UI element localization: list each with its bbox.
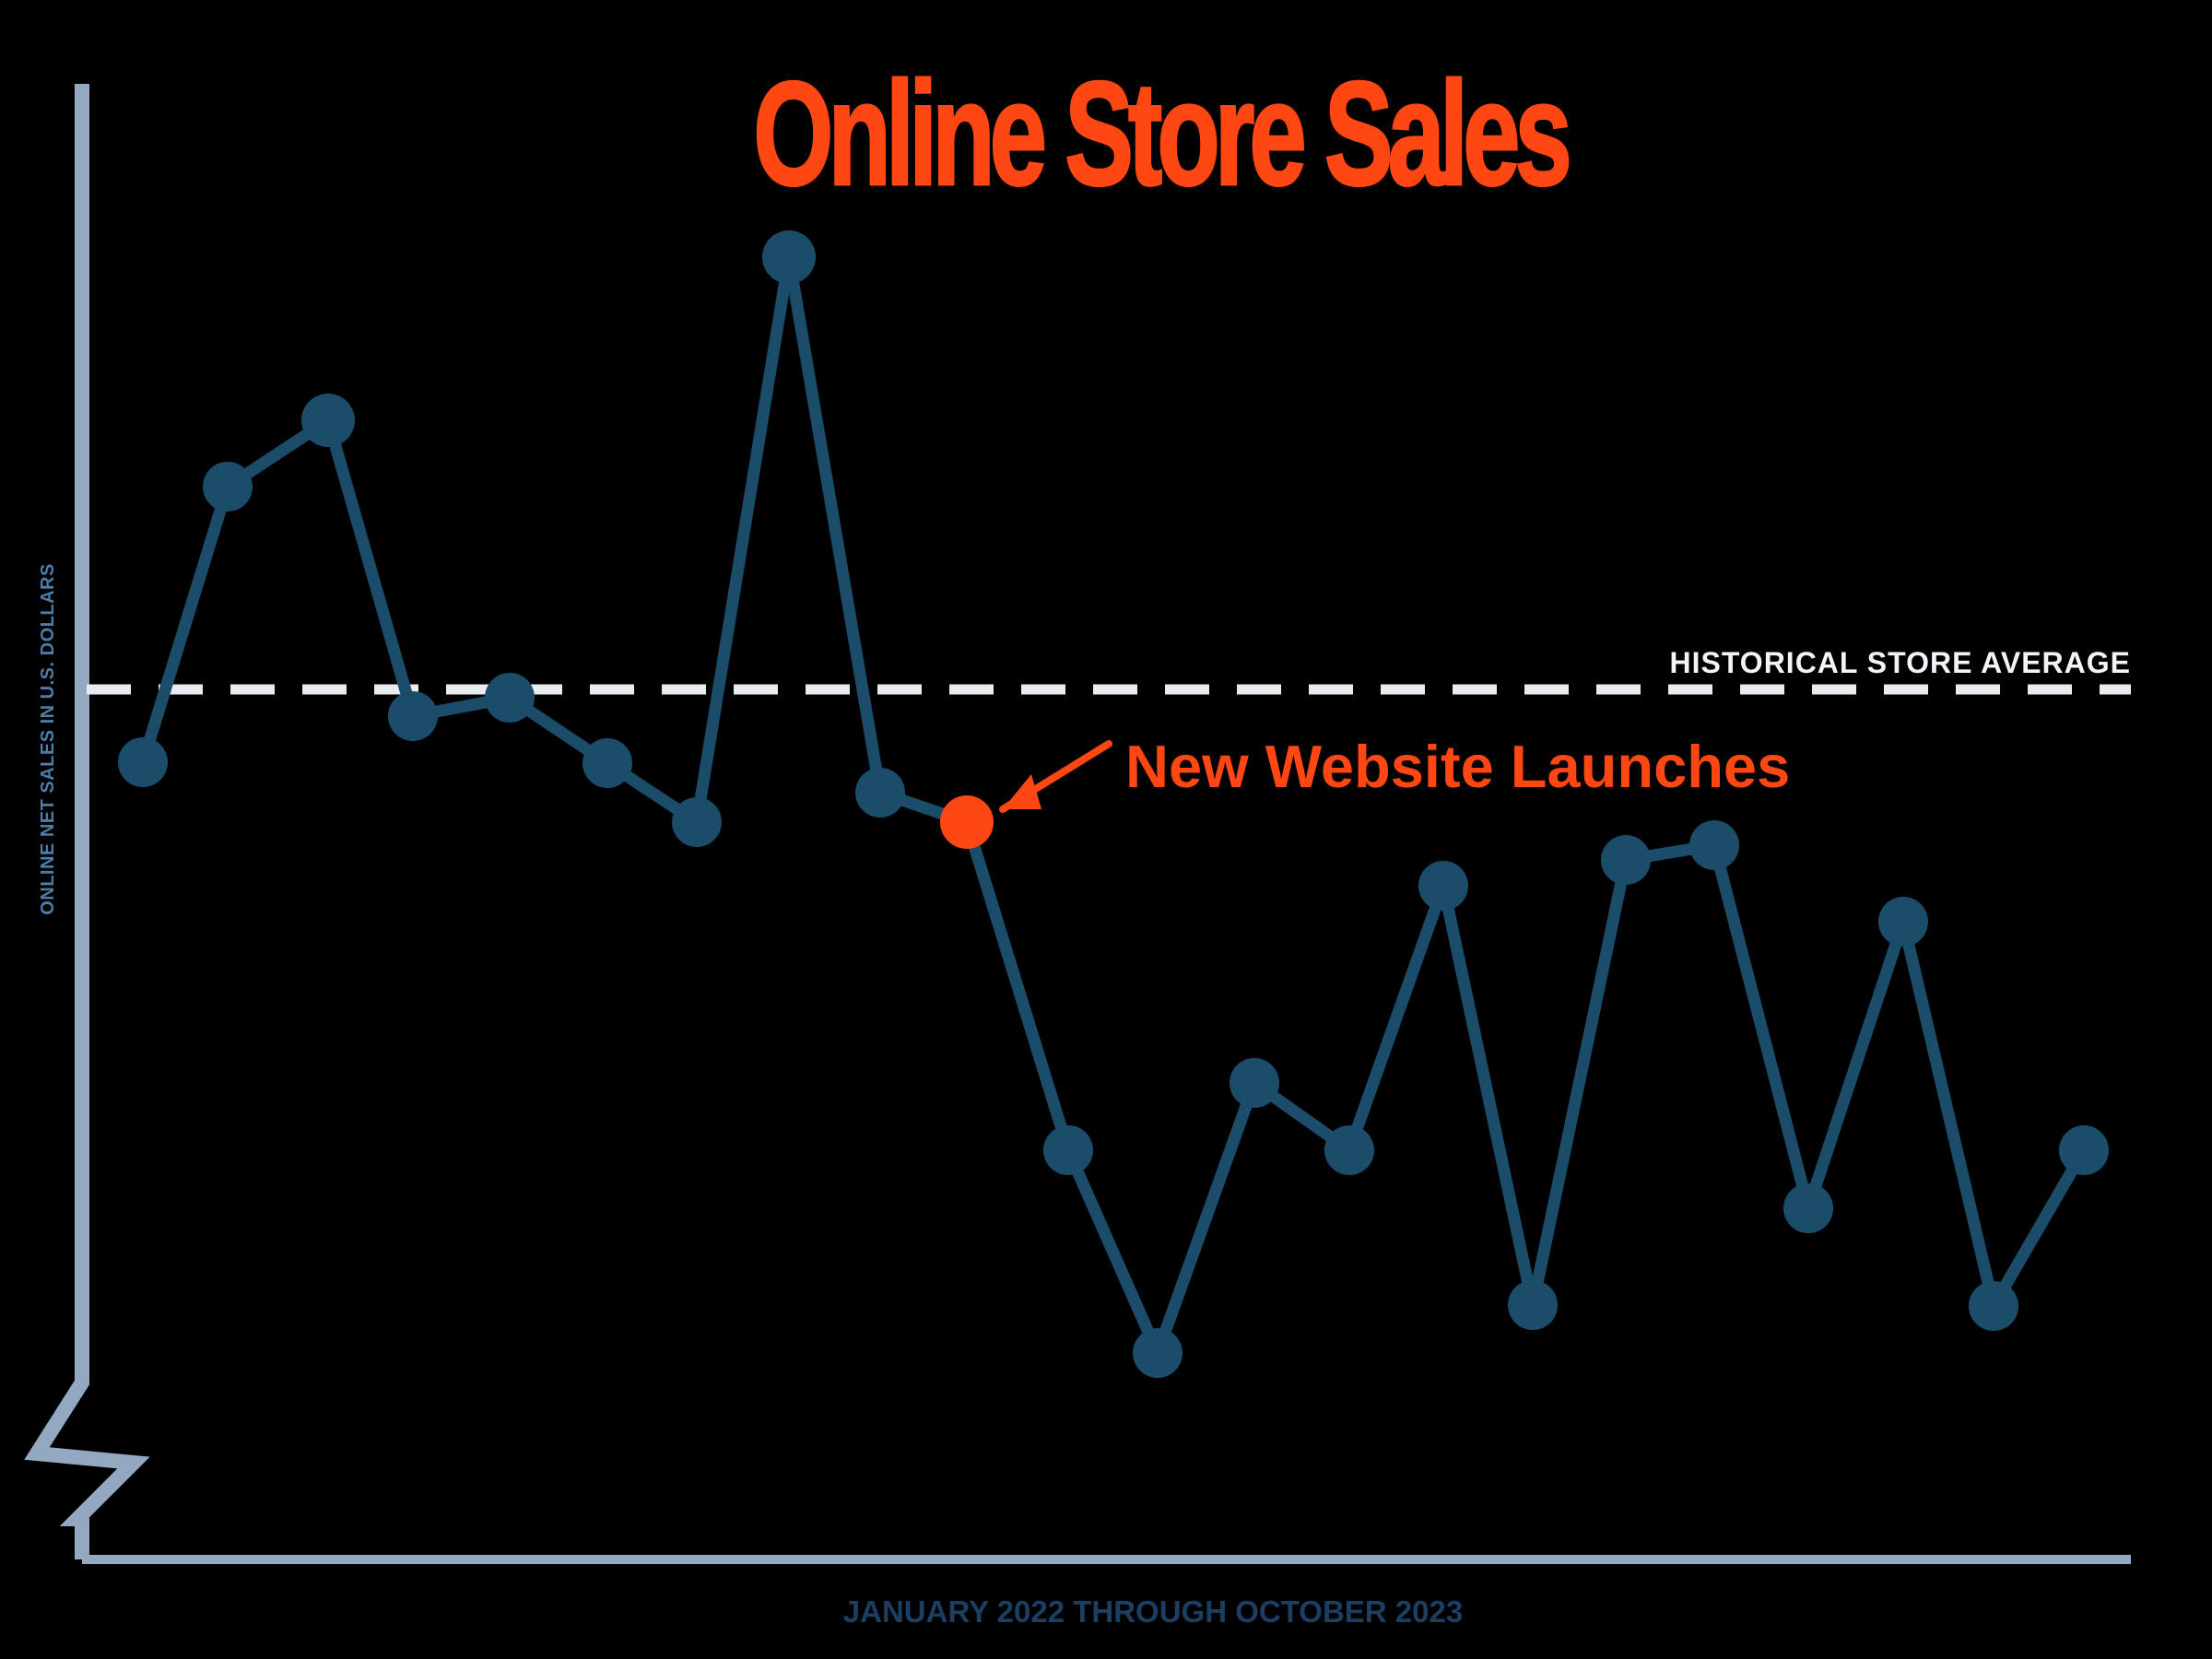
svg-text:New Website Launches: New Website Launches [1125, 733, 1790, 800]
svg-text:ONLINE NET SALES IN U.S. DOLLA: ONLINE NET SALES IN U.S. DOLLARS [38, 563, 58, 915]
svg-text:JANUARY 2022 THROUGH OCTOBER 2: JANUARY 2022 THROUGH OCTOBER 2023 [843, 1594, 1463, 1629]
svg-text:HISTORICAL STORE AVERAGE: HISTORICAL STORE AVERAGE [1669, 646, 2131, 679]
svg-text:Online Store Sales: Online Store Sales [753, 52, 1569, 216]
